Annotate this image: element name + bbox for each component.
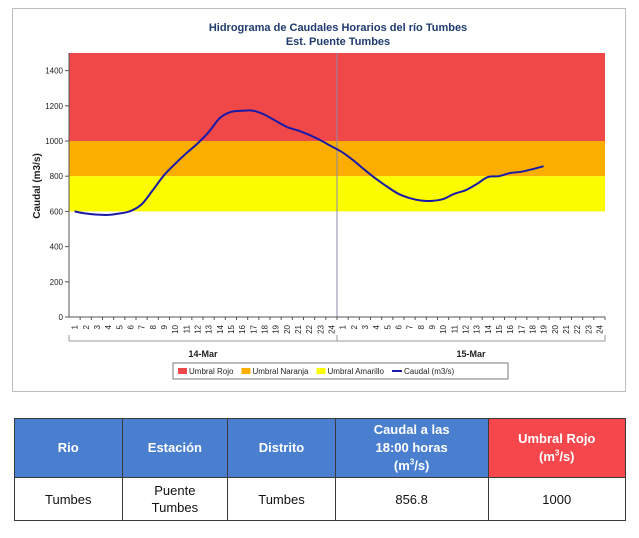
chart-title: Hidrograma de Caudales Horarios del río … [209,22,467,34]
x-tick-label: 9 [160,324,169,329]
x-tick-label: 6 [394,324,403,329]
header-caudal-unit-sup: 3 [409,457,415,467]
day-label-15-Mar: 15-Mar [456,349,486,359]
cell-umbral: 1000 [487,477,626,521]
cell-estacion-line2: Tumbes [151,500,199,515]
x-tick-label: 8 [417,324,426,329]
x-tick-label: 22 [305,324,314,333]
station-info-table: Rio Estación Distrito Caudal a las 18:00… [14,418,626,521]
x-tick-label: 20 [283,324,292,333]
header-umbral-line1: Umbral Rojo [518,431,596,446]
x-tick-label: 14 [484,324,493,333]
x-tick-label: 8 [149,324,158,329]
x-tick-label: 5 [383,324,392,329]
x-tick-label: 2 [82,324,91,329]
x-tick-label: 21 [294,324,303,333]
y-tick-label-1000: 1000 [45,137,63,146]
y-axis-label: Caudal (m3/s) [32,153,43,219]
cell-distrito: Tumbes [227,477,336,521]
x-tick-label: 15 [227,324,236,333]
x-tick-label: 5 [115,324,124,329]
legend-label: Umbral Amarillo [328,367,385,376]
hydrograph-chart: Hidrograma de Caudales Horarios del río … [12,8,626,392]
x-tick-label: 13 [205,324,214,333]
x-tick-label: 16 [506,324,515,333]
x-tick-label: 21 [562,324,571,333]
header-umbral-unit-sup: 3 [554,448,560,458]
header-distrito: Distrito [227,418,336,478]
x-tick-label: 11 [182,324,191,333]
header-caudal-line2: 18:00 horas [375,440,448,455]
legend-label: Umbral Rojo [189,367,234,376]
header-estacion: Estación [121,418,229,478]
x-tick-label: 23 [316,324,325,333]
x-tick-label: 18 [528,324,537,333]
legend-swatch [241,368,251,374]
y-tick-label-800: 800 [50,172,64,181]
y-tick-label-200: 200 [50,278,64,287]
x-tick-label: 3 [361,324,370,329]
legend-label: Umbral Naranja [252,367,309,376]
cell-rio: Tumbes [14,477,123,521]
x-tick-label: 20 [551,324,560,333]
series-line-caudal [74,109,544,216]
cell-estacion-line1: Puente [154,483,196,498]
header-umbral-unit-b: /s) [559,449,575,464]
series-layer [74,109,544,216]
cell-estacion: Puente Tumbes [121,477,229,521]
table-row: Tumbes Puente Tumbes Tumbes 856.8 1000 [14,477,626,521]
header-caudal: Caudal a las 18:00 horas (m3/s) [334,418,489,478]
x-tick-label: 9 [428,324,437,329]
x-tick-label: 3 [93,324,102,329]
x-tick-label: 19 [540,324,549,333]
header-umbral-rojo: Umbral Rojo (m3/s) [487,418,626,478]
header-caudal-line1: Caudal a las [373,422,450,437]
header-caudal-unit-a: (m [393,458,410,473]
header-umbral-unit-a: (m [538,449,555,464]
x-tick-label: 10 [439,324,448,333]
y-tick-label-1200: 1200 [45,102,63,111]
cell-caudal: 856.8 [334,477,489,521]
legend-label: Caudal (m3/s) [404,367,455,376]
x-tick-label: 24 [327,324,336,333]
x-tick-label: 12 [461,324,470,333]
chart-svg: Hidrograma de Caudales Horarios del río … [12,8,626,392]
x-tick-label: 14 [216,324,225,333]
chart-legend: Umbral Rojo Umbral Naranja Umbral Amarillo… [172,362,509,380]
x-tick-label: 1 [71,324,80,329]
x-tick-label: 17 [249,324,258,333]
y-tick-label-1400: 1400 [45,67,63,76]
legend-swatch [316,368,326,374]
x-tick-label: 7 [138,324,147,329]
x-tick-label: 23 [584,324,593,333]
x-tick-label: 17 [517,324,526,333]
x-tick-label: 12 [193,324,202,333]
x-tick-label: 13 [473,324,482,333]
x-tick-label: 4 [104,324,113,329]
x-tick-label: 6 [126,324,135,329]
y-tick-label-600: 600 [50,207,64,216]
x-tick-label: 10 [171,324,180,333]
y-tick-label-0: 0 [59,313,64,322]
x-tick-label: 15 [495,324,504,333]
legend-swatch [178,368,187,374]
x-tick-label: 2 [350,324,359,329]
x-tick-label: 24 [595,324,604,333]
y-tick-label-400: 400 [50,243,64,252]
day-label-14-Mar: 14-Mar [188,349,218,359]
x-tick-label: 19 [272,324,281,333]
x-tick-label: 22 [573,324,582,333]
header-caudal-unit-b: /s) [414,458,430,473]
x-tick-label: 1 [339,324,348,329]
x-tick-label: 18 [260,324,269,333]
x-tick-label: 7 [406,324,415,329]
x-tick-label: 4 [372,324,381,329]
x-tick-label: 11 [450,324,459,333]
legend-box [172,362,509,380]
table-header-row: Rio Estación Distrito Caudal a las 18:00… [14,418,626,478]
x-tick-label: 16 [238,324,247,333]
header-rio: Rio [14,418,123,478]
chart-subtitle: Est. Puente Tumbes [286,36,390,48]
